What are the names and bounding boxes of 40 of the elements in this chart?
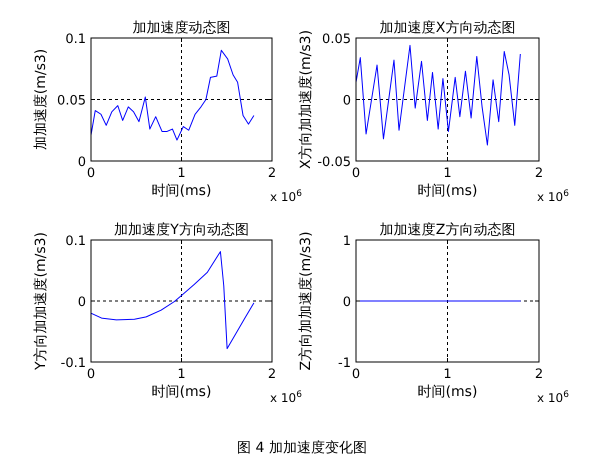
line-series — [356, 44, 521, 146]
text: x 10$^{6}$ — [537, 189, 570, 204]
chart-title: 加加速度Z方向动态图 — [380, 222, 516, 238]
x-tick-label: 1 — [177, 367, 186, 382]
text: x 10$^{6}$ — [270, 189, 302, 204]
x-axis-title: 时间(ms) — [418, 183, 478, 199]
y-tick-label: 0.1 — [65, 234, 86, 249]
y-axis-title: 加加速度(m/s3) — [33, 48, 49, 150]
x-tick-label: 2 — [534, 367, 544, 382]
chart-title: 加加速度X方向动态图 — [380, 20, 516, 36]
y-tick-label: -1 — [338, 356, 351, 371]
x-tick-label: 2 — [534, 166, 544, 181]
x-tick-label: 1 — [443, 367, 452, 382]
x-axis-title: 时间(ms) — [152, 183, 212, 199]
y-tick-label: 0.05 — [322, 32, 351, 47]
x-tick-label: 2 — [268, 367, 276, 382]
y-tick-label: -0.05 — [317, 155, 351, 170]
line-series — [90, 50, 254, 141]
x-tick-label: 1 — [443, 166, 452, 181]
x-tick-label: 2 — [268, 166, 276, 181]
x-tick-label: 1 — [177, 166, 186, 181]
text: x 10$^{6}$ — [537, 390, 570, 405]
text: x 10$^{6}$ — [270, 390, 302, 405]
y-tick-label: 0 — [78, 155, 86, 170]
y-tick-label: 0 — [78, 295, 86, 310]
x-axis-title: 时间(ms) — [152, 384, 212, 400]
y-axis-title: Y方向加加速度(m/s3) — [33, 232, 49, 372]
line-series — [90, 251, 254, 350]
text: 图 4 加加速度变化图 — [237, 440, 367, 456]
y-tick-label: 0.05 — [57, 94, 86, 108]
y-tick-label: 0 — [342, 295, 351, 310]
chart-title: 加加速度Y方向动态图 — [114, 222, 249, 238]
chart-title: 加加速度动态图 — [132, 20, 230, 36]
x-axis-title: 时间(ms) — [418, 384, 478, 400]
y-axis-title: X方向加加速度(m/s3) — [298, 30, 314, 170]
y-axis-title: Z方向加加速度(m/s3) — [298, 231, 314, 371]
y-tick-label: 0.1 — [65, 32, 86, 47]
y-tick-label: 0 — [342, 94, 351, 108]
y-tick-label: 1 — [342, 234, 351, 249]
y-tick-label: -0.1 — [60, 356, 86, 371]
